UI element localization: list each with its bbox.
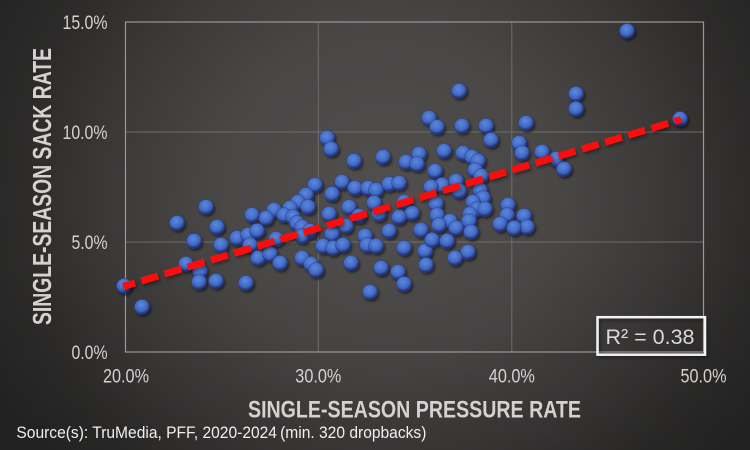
svg-text:15.0%: 15.0% (63, 12, 108, 34)
svg-text:20.0%: 20.0% (103, 366, 149, 388)
svg-text:Source(s): TruMedia, PFF, 2020: Source(s): TruMedia, PFF, 2020-2024 (min… (16, 423, 426, 442)
svg-text:5.0%: 5.0% (72, 232, 108, 254)
svg-text:30.0%: 30.0% (295, 366, 341, 388)
svg-text:SINGLE-SEASON PRESSURE RATE: SINGLE-SEASON PRESSURE RATE (248, 396, 581, 423)
svg-text:0.0%: 0.0% (72, 342, 108, 364)
svg-text:50.0%: 50.0% (681, 366, 727, 388)
svg-text:10.0%: 10.0% (63, 122, 108, 144)
svg-text:SINGLE-SEASON SACK RATE: SINGLE-SEASON SACK RATE (27, 48, 57, 325)
svg-text:40.0%: 40.0% (489, 366, 535, 388)
svg-text:R² = 0.38: R² = 0.38 (606, 326, 695, 349)
